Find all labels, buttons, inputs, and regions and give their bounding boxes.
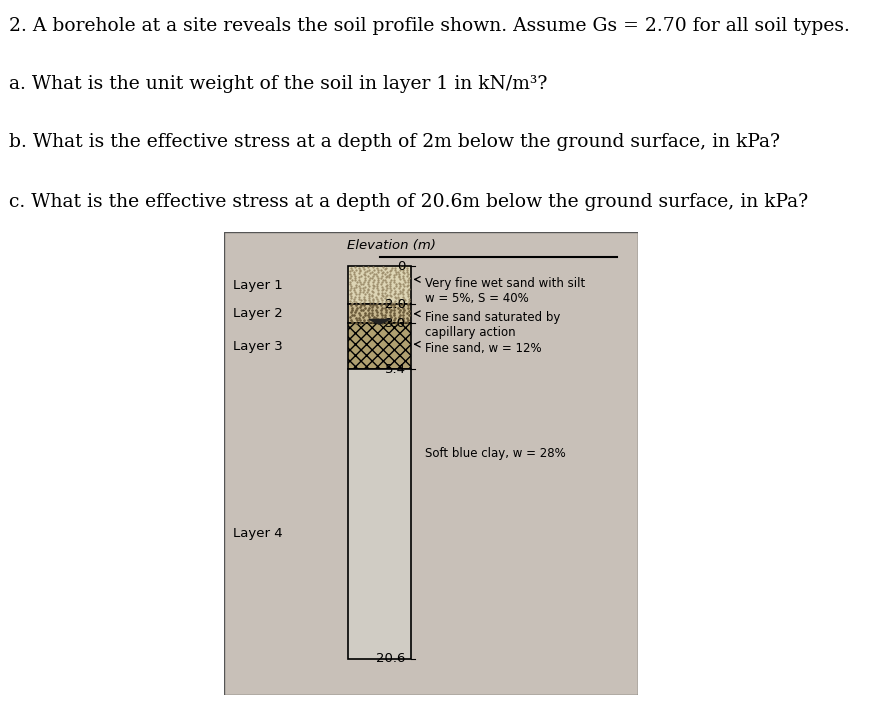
Text: Layer 1: Layer 1 [232, 279, 282, 292]
Text: Elevation (m): Elevation (m) [348, 239, 436, 252]
Text: 3.0: 3.0 [385, 317, 406, 330]
Text: Soft blue clay, w = 28%: Soft blue clay, w = 28% [425, 447, 566, 460]
Bar [348, 304, 411, 323]
Text: Layer 4: Layer 4 [232, 527, 282, 540]
Text: b. What is the effective stress at a depth of 2m below the ground surface, in kP: b. What is the effective stress at a dep… [9, 133, 780, 150]
Text: Fine sand, w = 12%: Fine sand, w = 12% [425, 342, 541, 355]
Text: Fine sand saturated by
capillary action: Fine sand saturated by capillary action [425, 311, 561, 339]
Text: 2.0: 2.0 [385, 298, 406, 311]
Bar [348, 323, 411, 369]
Text: 20.6: 20.6 [376, 652, 406, 665]
Text: 2. A borehole at a site reveals the soil profile shown. Assume Gs = 2.70 for all: 2. A borehole at a site reveals the soil… [9, 17, 850, 35]
Text: c. What is the effective stress at a depth of 20.6m below the ground surface, in: c. What is the effective stress at a dep… [9, 193, 808, 210]
Bar [348, 369, 411, 659]
Bar [348, 266, 411, 304]
Text: Layer 2: Layer 2 [232, 307, 282, 320]
Text: 5.4: 5.4 [385, 362, 406, 376]
Text: 0: 0 [397, 260, 406, 272]
Polygon shape [370, 319, 390, 324]
Text: a. What is the unit weight of the soil in layer 1 in kN/m³?: a. What is the unit weight of the soil i… [9, 75, 547, 93]
Text: Very fine wet sand with silt
w = 5%, S = 40%: Very fine wet sand with silt w = 5%, S =… [425, 277, 585, 304]
Text: Layer 3: Layer 3 [232, 339, 282, 353]
